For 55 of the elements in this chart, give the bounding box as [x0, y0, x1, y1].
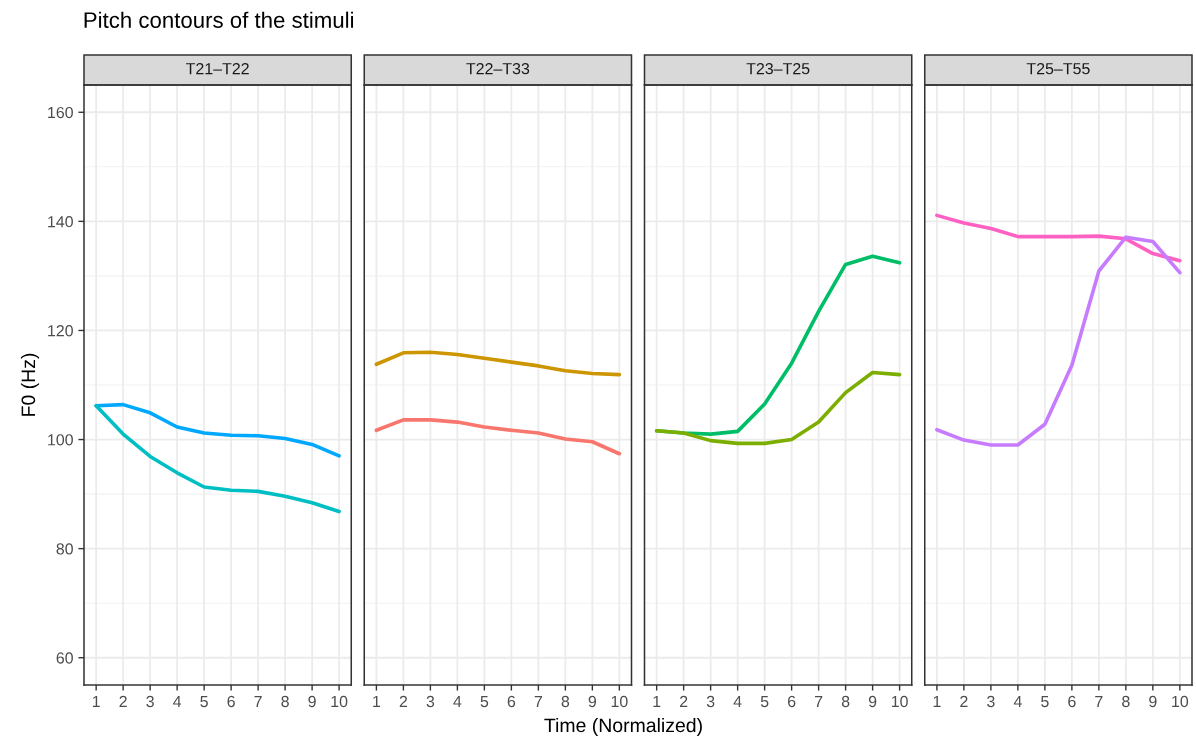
x-tick-label: 7: [1095, 696, 1103, 707]
chart-subtitle: T22–T33: [466, 62, 530, 75]
x-tick-label: 5: [760, 696, 769, 708]
x-tick-label: 8: [1122, 695, 1130, 708]
x-tick-label: 3: [987, 695, 995, 708]
chart-subtitle: T25–T55: [1026, 62, 1090, 75]
chart-subtitle: T21–T22: [186, 62, 249, 75]
x-tick-label: 9: [1149, 695, 1157, 708]
x-tick-label: 9: [308, 695, 316, 708]
line-series: [94, 402, 341, 458]
y-tick-label: 160: [48, 106, 73, 119]
x-tick-label: 9: [588, 695, 597, 708]
y-tick-label: 60: [56, 652, 73, 664]
chart-subtitle: T23–T25: [746, 62, 810, 75]
x-tick-label: 2: [399, 695, 408, 707]
y-tick-label: 140: [48, 216, 73, 228]
x-tick-label: 2: [960, 695, 968, 707]
x-tick-label: 10: [891, 695, 908, 708]
y-tick-label: 100: [48, 434, 73, 446]
x-tick-label: 4: [173, 696, 182, 707]
x-tick-label: 8: [841, 695, 850, 708]
x-tick-label: 3: [706, 695, 715, 708]
x-tick-label: 10: [611, 695, 628, 708]
x-tick-label: 5: [1041, 696, 1049, 708]
x-tick-label: 4: [453, 696, 462, 707]
x-tick-label: 6: [787, 695, 796, 708]
x-tick-label: 2: [119, 695, 127, 707]
x-tick-label: 3: [426, 695, 435, 708]
x-axis-title: Time (Normalized): [544, 717, 702, 737]
x-tick-label: 1: [933, 696, 941, 707]
x-tick-label: 3: [146, 695, 154, 708]
x-tick-label: 4: [733, 696, 742, 707]
y-tick-label: 120: [48, 325, 73, 337]
chart-title: Pitch contours of the stimuli: [84, 11, 354, 28]
x-tick-label: 8: [281, 695, 289, 708]
x-tick-label: 7: [534, 696, 543, 707]
x-tick-label: 9: [868, 695, 877, 708]
line-series: [94, 403, 341, 514]
x-tick-label: 5: [480, 696, 489, 708]
x-tick-label: 7: [814, 696, 823, 707]
x-tick-label: 6: [227, 695, 235, 708]
x-tick-label: 8: [561, 695, 570, 708]
x-tick-label: 10: [331, 695, 348, 708]
x-tick-label: 6: [507, 695, 516, 708]
x-tick-label: 2: [680, 695, 688, 707]
x-tick-label: 4: [1013, 696, 1022, 707]
x-tick-label: 6: [1068, 695, 1076, 708]
x-tick-label: 1: [373, 696, 381, 707]
x-tick-label: 5: [200, 696, 208, 708]
y-axis-title: F0 (Hz): [20, 353, 40, 416]
x-tick-label: 7: [254, 696, 262, 707]
x-tick-label: 1: [92, 696, 100, 707]
x-tick-label: 10: [1172, 695, 1189, 708]
x-tick-label: 1: [653, 696, 661, 707]
y-tick-label: 80: [56, 543, 73, 555]
